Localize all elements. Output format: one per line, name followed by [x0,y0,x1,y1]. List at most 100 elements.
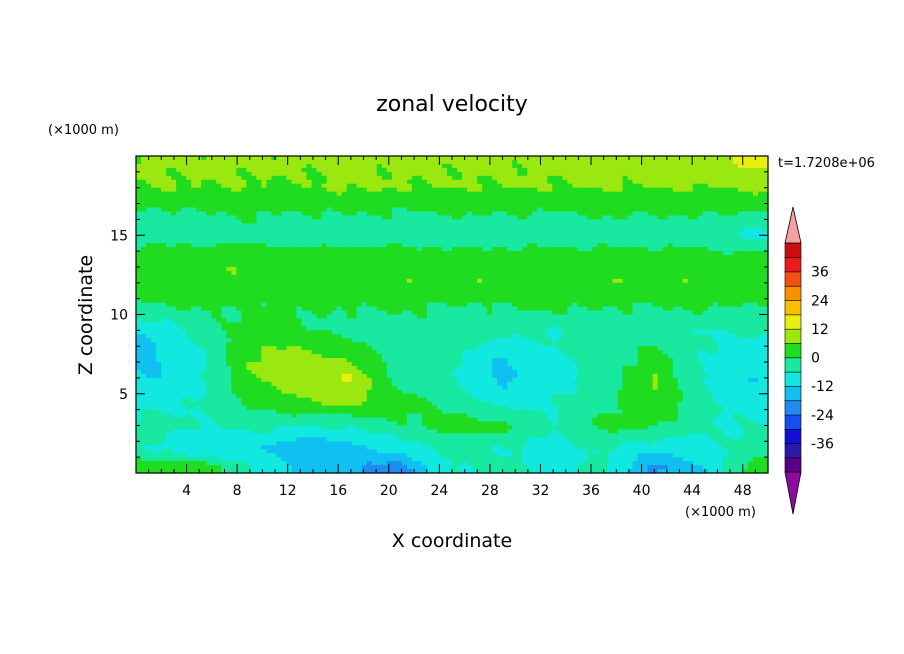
field-cell [231,199,237,205]
field-cell [231,266,237,272]
field-cell [647,294,654,300]
field-cell [321,270,328,276]
field-cell [712,266,719,272]
field-cell [351,290,358,296]
field-cell [406,159,413,165]
field-cell [562,215,568,220]
field-cell [336,183,343,189]
field-cell [186,227,192,232]
field-cell [647,266,654,272]
field-cell [577,306,584,312]
field-cell [552,294,558,300]
field-cell [151,278,157,284]
field-cell [396,294,403,300]
field-cell [642,159,649,165]
field-cell [732,247,739,252]
field-cell [201,159,207,165]
field-cell [502,243,508,248]
field-cell [181,266,187,272]
field-cell [291,223,298,228]
field-cell [477,294,483,300]
field-cell [652,302,659,308]
field-cell [371,195,378,201]
field-cell [617,235,624,240]
field-cell [156,199,162,205]
field-cell [441,159,448,165]
field-cell [742,159,749,165]
field-cell [441,219,448,224]
field-cell [662,215,669,220]
field-cell [386,179,393,185]
field-cell [251,211,257,217]
field-cell [747,203,754,209]
field-cell [231,243,237,248]
field-cell [737,262,744,268]
field-cell [436,211,443,217]
field-cell [602,171,609,177]
field-cell [421,282,428,288]
field-cell [361,223,368,228]
field-cell [306,274,313,280]
field-cell [597,278,604,284]
field-cell [316,247,323,252]
field-cell [462,302,468,308]
field-cell [757,286,764,292]
field-cell [446,195,453,201]
field-cell [266,310,273,316]
field-cell [512,259,518,264]
field-cell [146,266,152,272]
field-cell [346,207,353,213]
field-cell [166,286,172,292]
field-cell [341,298,348,304]
field-cell [251,259,257,264]
field-cell [702,171,709,177]
field-cell [366,251,373,256]
field-cell [552,262,558,268]
field-cell [416,207,423,213]
field-cell [682,195,689,201]
field-cell [517,227,523,232]
field-cell [321,239,328,244]
field-cell [637,255,644,260]
field-cell [697,259,704,264]
field-cell [226,274,232,280]
field-cell [667,159,674,165]
field-cell [161,227,167,232]
field-cell [376,266,383,272]
field-cell [286,247,293,252]
field-cell [467,207,473,213]
field-cell [286,310,293,316]
field-cell [361,290,368,296]
field-cell [707,239,714,244]
field-cell [752,163,759,169]
field-cell [301,156,308,161]
field-cell [667,223,674,228]
field-cell [752,302,759,308]
field-cell [472,163,478,169]
field-cell [341,203,348,209]
field-cell [627,306,634,312]
field-cell [682,298,689,304]
field-cell [136,262,142,268]
field-cell [637,274,644,280]
field-cell [747,159,754,165]
field-cell [236,227,242,232]
field-cell [532,262,538,268]
field-cell [602,223,609,228]
field-cell [141,243,147,248]
field-cell [597,262,604,268]
field-cell [186,274,192,280]
field-cell [657,195,664,201]
field-cell [421,223,428,228]
field-cell [371,183,378,189]
field-cell [366,302,373,308]
field-cell [181,231,187,236]
field-cell [211,286,217,292]
field-cell [246,179,252,185]
field-cell [532,203,538,209]
field-cell [482,183,488,189]
field-cell [181,235,187,240]
field-cell [186,278,192,284]
field-cell [341,171,348,177]
field-cell [361,211,368,217]
